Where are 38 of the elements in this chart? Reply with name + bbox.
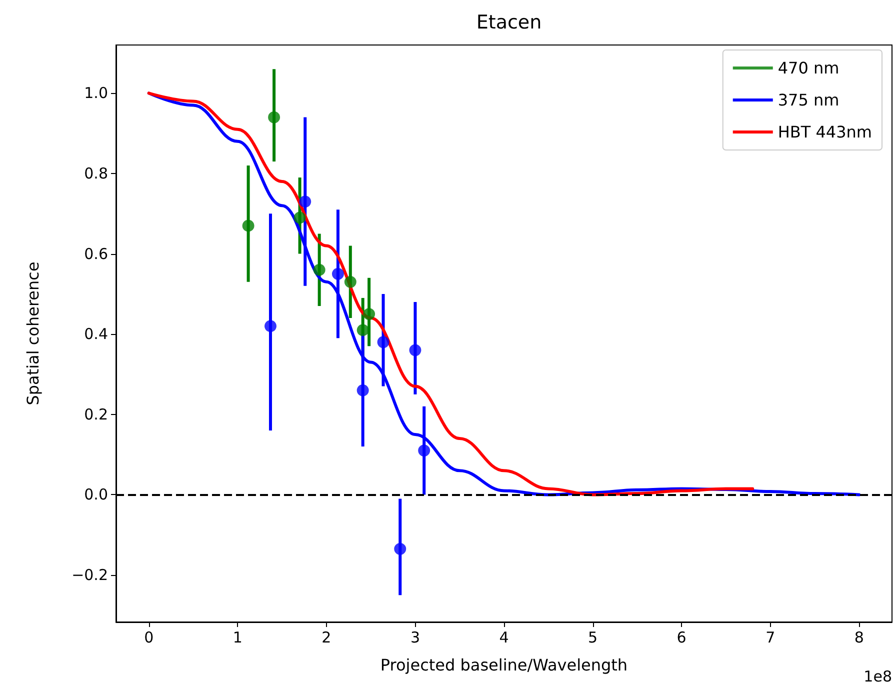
y-axis-title: Spatial coherence: [24, 262, 42, 406]
point: [418, 444, 430, 457]
legend-label: 375 nm: [778, 90, 840, 110]
point: [409, 344, 422, 356]
point: [313, 264, 326, 276]
point: [294, 212, 306, 224]
x-axis-title: Projected baseline/Wavelength: [380, 656, 628, 674]
point: [242, 220, 254, 232]
point: [363, 308, 376, 320]
y-tick-label: −0.2: [72, 566, 108, 584]
point: [394, 542, 406, 555]
x-tick-label: 8: [854, 628, 864, 646]
y-tick-label: 0.0: [84, 486, 108, 504]
x-tick-label: 5: [588, 628, 598, 646]
point: [356, 384, 369, 396]
x-tick-label: 7: [766, 628, 776, 646]
legend-label: HBT 443nm: [778, 122, 872, 142]
x-tick-label: 3: [410, 628, 420, 646]
x-tick-label: 6: [676, 628, 686, 646]
x-tick-label: 1: [232, 628, 242, 646]
point: [268, 111, 280, 124]
text: 1e8: [864, 668, 892, 686]
y-tick-label: 0.8: [84, 164, 108, 182]
point: [299, 196, 312, 208]
y-tick-label: 0.4: [84, 325, 108, 344]
y-tick-label: 0.6: [84, 244, 108, 263]
y-tick-label: 0.2: [84, 405, 108, 424]
point: [356, 324, 369, 336]
point: [344, 276, 356, 288]
point: [377, 336, 390, 348]
x-tick-label: 4: [499, 628, 509, 646]
x-tick-label: 2: [322, 628, 332, 646]
legend-label: 470 nm: [778, 58, 840, 78]
point: [332, 268, 344, 280]
x-tick-label: 0: [144, 628, 154, 646]
y-tick-label: 1.0: [84, 84, 108, 102]
chart-title: Etacen: [476, 12, 542, 34]
point: [264, 320, 276, 332]
